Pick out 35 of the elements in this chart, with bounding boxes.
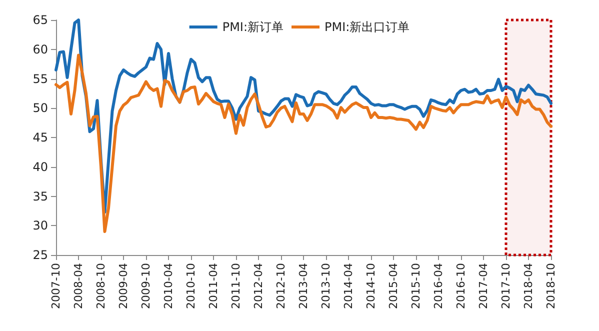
x-tick-label: 2017-10 [500,263,512,309]
y-tick-label: 50 [32,101,48,116]
x-tick-label: 2014-04 [342,263,355,309]
y-tick-label: 55 [32,72,48,86]
x-tick-label: 2011-10 [230,263,242,309]
x-tick-label: 2015-04 [387,263,400,309]
y-tick-label: 25 [32,248,48,262]
x-tick-label: 2008-10 [94,263,108,309]
x-tick-label: 2018-10 [544,263,558,309]
x-tick-label: 2018-04 [522,263,535,309]
y-tick-label: 35 [32,189,48,204]
x-tick-label: 2010-10 [184,263,198,309]
x-tick-label: 2015-10 [410,263,422,309]
y-tick-label: 60 [32,42,48,56]
x-tick-label: 2016-04 [432,263,445,309]
legend-label: PMI:新订单 [222,20,284,34]
y-tick-label: 40 [32,160,48,174]
x-tick-label: 2016-10 [454,263,468,309]
x-tick-label: 2009-10 [140,263,152,309]
x-tick-label: 2012-04 [252,263,265,309]
x-tick-label: 2013-04 [297,263,310,309]
x-tick-label: 2013-10 [320,263,332,309]
y-tick-label: 30 [32,218,48,233]
y-tick-label: 45 [32,130,48,144]
x-tick-label: 2014-10 [364,263,378,309]
x-tick-label: 2012-10 [274,263,288,309]
x-tick-label: 2007-10 [50,263,62,309]
x-tick-label: 2010-04 [162,263,175,309]
y-tick-label: 65 [32,13,48,27]
x-tick-label: 2011-04 [207,263,220,309]
x-tick-label: 2017-04 [477,263,490,309]
line-series [54,54,552,233]
x-tick-label: 2009-04 [117,263,130,309]
legend-label: PMI:新出口订单 [324,20,410,34]
x-tick-label: 2008-04 [72,263,85,309]
